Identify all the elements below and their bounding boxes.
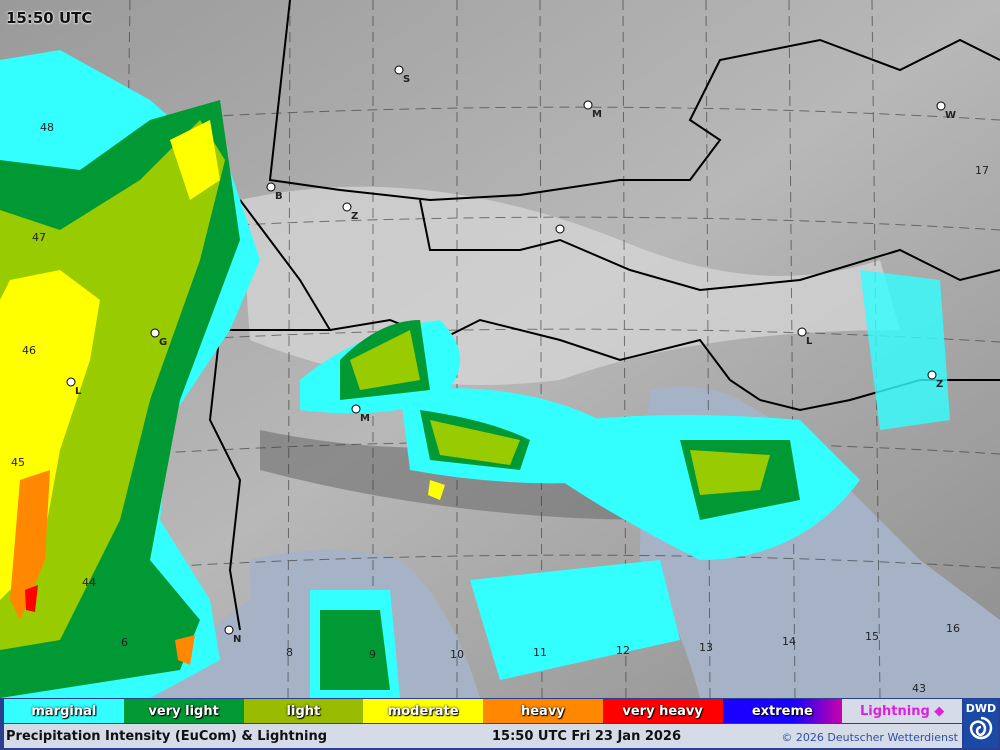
time-overlay: 15:50 UTC	[6, 9, 93, 27]
legend-extreme-label: extreme	[751, 703, 813, 719]
svg-text:44: 44	[82, 576, 96, 589]
legend-very-light: very light	[123, 699, 244, 723]
svg-text:N: N	[233, 634, 241, 645]
svg-text:W: W	[945, 110, 956, 121]
radar-map[interactable]: 48 47 46 45 44 43 6 8 9 10 11 12 13 14 1…	[0, 0, 1000, 698]
intensity-legend: marginal very light light moderate heavy…	[4, 699, 962, 723]
dwd-logo-text: DWD	[965, 702, 997, 715]
svg-text:17: 17	[975, 164, 989, 177]
svg-text:16: 16	[946, 622, 960, 635]
swirl-icon	[969, 716, 993, 740]
svg-text:47: 47	[32, 231, 46, 244]
city-markers	[66, 65, 946, 635]
svg-text:9: 9	[369, 648, 376, 661]
legend-lightning: Lightning ◆	[842, 699, 962, 723]
precip-light	[0, 120, 770, 650]
copyright: © 2026 Deutscher Wetterdienst	[781, 731, 958, 744]
legend-marginal: marginal	[4, 699, 124, 723]
longitude-labels: 6 8 9 10 11 12 13 14 15 16 17	[121, 164, 989, 661]
legend-light: light	[243, 699, 364, 723]
svg-text:Z: Z	[936, 379, 943, 390]
svg-text:8: 8	[286, 646, 293, 659]
svg-text:Z: Z	[351, 211, 358, 222]
timestamp: 15:50 UTC Fri 23 Jan 2026	[492, 729, 682, 744]
svg-text:11: 11	[533, 646, 547, 659]
svg-text:15: 15	[865, 630, 879, 643]
precip-very-heavy	[25, 585, 38, 612]
svg-text:46: 46	[22, 344, 36, 357]
svg-text:M: M	[592, 109, 602, 120]
svg-text:G: G	[159, 337, 167, 348]
legend-extreme: extreme	[722, 699, 843, 723]
legend-very-heavy: very heavy	[602, 699, 723, 723]
svg-text:S: S	[403, 74, 410, 85]
footer-bar: Precipitation Intensity (EuCom) & Lightn…	[4, 724, 962, 748]
product-title: Precipitation Intensity (EuCom) & Lightn…	[6, 729, 328, 744]
legend-moderate: moderate	[363, 699, 483, 723]
latitude-labels: 48 47 46 45 44 43	[11, 121, 926, 695]
svg-text:13: 13	[699, 641, 713, 654]
legend-heavy: heavy	[483, 699, 603, 723]
svg-text:L: L	[806, 336, 813, 347]
precip-heavy	[10, 470, 195, 665]
svg-text:45: 45	[11, 456, 25, 469]
svg-text:12: 12	[616, 644, 630, 657]
svg-text:10: 10	[450, 648, 464, 661]
dwd-logo: DWD	[964, 699, 998, 748]
city-labels: S M W B Z G L M N L Z	[75, 74, 956, 645]
svg-text:L: L	[75, 386, 82, 397]
svg-text:M: M	[360, 413, 370, 424]
svg-text:48: 48	[40, 121, 54, 134]
svg-text:14: 14	[782, 635, 796, 648]
svg-text:43: 43	[912, 682, 926, 695]
svg-text:B: B	[275, 191, 283, 202]
svg-text:6: 6	[121, 636, 128, 649]
